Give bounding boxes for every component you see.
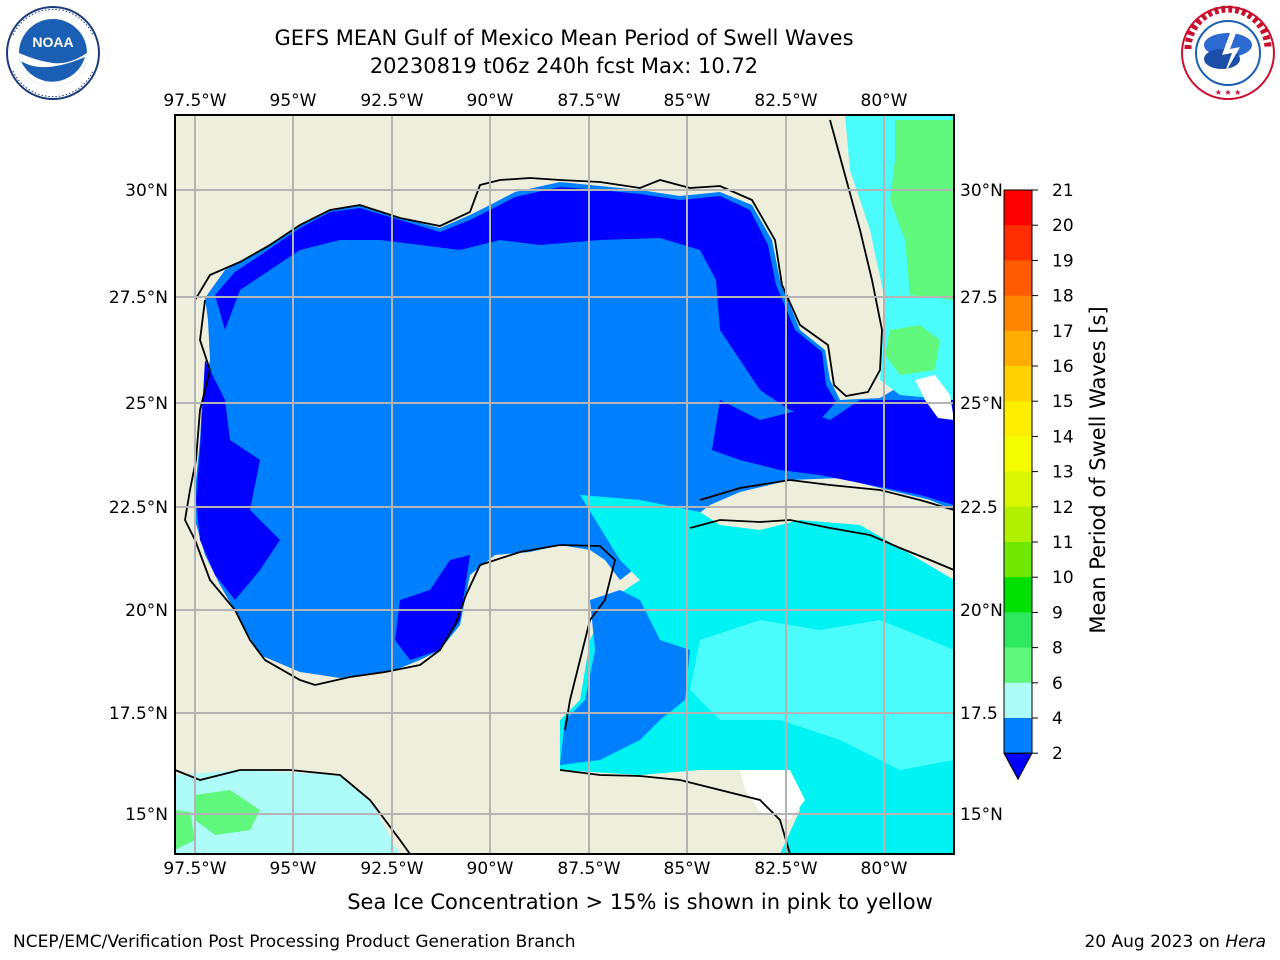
map-frame: [174, 114, 955, 855]
colorbar-tick-label: 12: [1052, 498, 1074, 518]
colorbar-tick-label: 18: [1052, 287, 1074, 307]
colorbar-swatch: [1004, 260, 1032, 297]
no-data-bahamas: [915, 375, 954, 420]
caption: Sea Ice Concentration > 15% is shown in …: [347, 890, 933, 914]
lat-label: 17.5: [960, 704, 998, 724]
shallow-water-west: [196, 360, 280, 600]
colorbar-tick-label: 17: [1052, 322, 1074, 342]
lat-label: 25°N: [960, 394, 1003, 414]
no-data-honduras: [740, 770, 805, 820]
colorbar-swatch: [1004, 366, 1032, 402]
lon-label: 92.5°W: [360, 859, 423, 879]
footer-date-text: 20 Aug 2023 on: [1084, 932, 1226, 952]
lon-labels-bottom: 97.5°W 95°W 92.5°W 90°W 87.5°W 85°W 82.5…: [163, 859, 907, 879]
colorbar-tick-label: 4: [1052, 709, 1063, 729]
footer-credit: NCEP/EMC/Verification Post Processing Pr…: [13, 932, 576, 952]
shallow-water-north: [215, 187, 836, 420]
chart-title: GEFS MEAN Gulf of Mexico Mean Period of …: [274, 26, 854, 50]
lon-label: 90°W: [467, 91, 514, 111]
nws-logo: ★ ★ ★: [1181, 5, 1275, 100]
colorbar-swatch: [1004, 612, 1032, 649]
lat-label: 22.5°N: [109, 498, 168, 518]
svg-text:★ ★ ★: ★ ★ ★: [1215, 88, 1242, 97]
colorbar-tick-label: 15: [1052, 392, 1074, 412]
colorbar-swatch: [1004, 682, 1032, 719]
lon-label: 80°W: [861, 91, 908, 111]
lat-label: 17.5°N: [109, 704, 168, 724]
colorbar-swatch: [1004, 190, 1032, 226]
map-area: [175, 115, 954, 854]
colorbar-ticks: 21 20 19 18 17 16 15 14 13 12 11 10 9 8 6 4 2: [1032, 181, 1074, 764]
lat-label: 15°N: [960, 805, 1003, 825]
colorbar-tick-label: 19: [1052, 251, 1074, 271]
colorbar-tick-label: 16: [1052, 357, 1074, 377]
lon-label: 87.5°W: [557, 91, 620, 111]
colorbar-swatch: [1004, 436, 1032, 473]
lon-label: 95°W: [270, 91, 317, 111]
lon-label: 82.5°W: [754, 859, 817, 879]
lon-label: 97.5°W: [163, 91, 226, 111]
lat-label: 25°N: [125, 394, 168, 414]
colorbar-swatch: [1004, 647, 1032, 684]
colorbar-tick-label: 11: [1052, 533, 1074, 553]
pacific-swell-patch: [195, 790, 260, 835]
lon-label: 80°W: [861, 859, 908, 879]
lon-label: 95°W: [270, 859, 317, 879]
lon-labels-top: 97.5°W 95°W 92.5°W 90°W 87.5°W 85°W 82.5…: [163, 91, 907, 111]
colorbar-swatch: [1004, 506, 1032, 543]
lat-label: 30°N: [125, 181, 168, 201]
colorbar-swatch: [1004, 225, 1032, 261]
lat-label: 30°N: [960, 181, 1003, 201]
lon-label: 82.5°W: [754, 91, 817, 111]
lat-label: 27.5: [960, 288, 998, 308]
lat-label: 27.5°N: [109, 288, 168, 308]
footer-date: 20 Aug 2023 on Hera: [1084, 932, 1266, 952]
colorbar-label: Mean Period of Swell Waves [s]: [1086, 306, 1110, 633]
coastlines: [175, 119, 954, 854]
colorbar-swatch: [1004, 471, 1032, 508]
colorbar-tick-label: 9: [1052, 603, 1063, 623]
lat-labels-left: 30°N 27.5°N 25°N 22.5°N 20°N 17.5°N 15°N: [109, 181, 168, 825]
shallow-water-florida: [712, 400, 954, 505]
colorbar-tick-label: 8: [1052, 639, 1063, 659]
atlantic-swell-band: [890, 120, 954, 300]
svg-text:NOAA: NOAA: [32, 34, 73, 50]
colorbar-swatch: [1004, 542, 1032, 578]
colorbar-tick-label: 20: [1052, 216, 1074, 236]
lon-label: 85°W: [664, 859, 711, 879]
colorbar-swatch: [1004, 401, 1032, 437]
colorbar-extend-arrow: [1003, 752, 1033, 781]
lon-label: 85°W: [664, 91, 711, 111]
lon-label: 92.5°W: [360, 91, 423, 111]
colorbar-swatch: [1004, 718, 1032, 754]
noaa-logo: NOAA: [6, 6, 100, 100]
lon-label: 90°W: [467, 859, 514, 879]
colorbar-tick-label: 2: [1052, 744, 1063, 764]
lat-label: 20°N: [960, 601, 1003, 621]
lon-label: 97.5°W: [163, 859, 226, 879]
shallow-water-campeche: [395, 555, 470, 660]
colorbar: [1003, 189, 1033, 781]
colorbar-tick-label: 6: [1052, 674, 1063, 694]
lat-labels-right: 30°N 27.5 25°N 22.5 20°N 17.5 15°N: [960, 181, 1003, 825]
graticule: [175, 115, 954, 854]
footer-host: Hera: [1225, 932, 1266, 952]
lat-label: 20°N: [125, 601, 168, 621]
colorbar-tick-label: 21: [1052, 181, 1074, 201]
lon-label: 87.5°W: [557, 859, 620, 879]
caribbean-light-patch: [690, 620, 954, 770]
colorbar-swatch: [1004, 577, 1032, 613]
colorbar-tick-label: 14: [1052, 427, 1074, 447]
lat-label: 15°N: [125, 805, 168, 825]
colorbar-swatch: [1004, 295, 1032, 332]
atlantic-swell-patch: [885, 325, 940, 375]
lat-label: 22.5: [960, 498, 998, 518]
colorbar-swatch: [1004, 330, 1032, 367]
pacific-swell-patch-2: [175, 810, 195, 850]
caribbean-blue-patch: [560, 590, 690, 765]
chart-subtitle: 20230819 t06z 240h fcst Max: 10.72: [369, 54, 759, 78]
colorbar-tick-label: 13: [1052, 463, 1074, 483]
colorbar-tick-label: 10: [1052, 568, 1074, 588]
